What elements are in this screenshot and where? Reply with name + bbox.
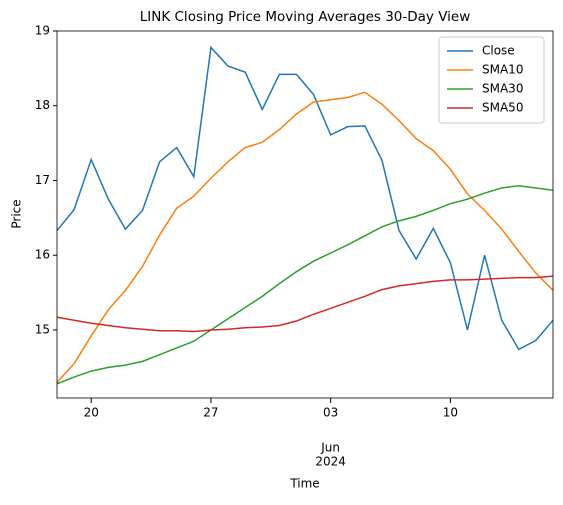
legend-label: SMA10 [482, 63, 523, 77]
plot-frame [56, 30, 554, 399]
y-tick-label: 19 [35, 24, 50, 38]
legend-label: SMA30 [482, 82, 523, 96]
y-tick-label: 17 [35, 173, 50, 187]
x-tick-label: 20 [84, 406, 99, 420]
x-tick-label: 10 [443, 406, 458, 420]
x-period-label: 2024 [315, 455, 346, 469]
y-tick-label: 16 [35, 248, 50, 262]
y-tick-label: 18 [35, 98, 50, 112]
legend-label: Close [482, 44, 515, 58]
x-axis-label: Time [289, 477, 319, 491]
line-series [57, 45, 553, 351]
x-period-label: Jun [320, 441, 340, 455]
plot-area [57, 45, 553, 385]
legend-label: SMA50 [482, 101, 523, 115]
line-series [57, 184, 553, 385]
y-tick-label: 15 [35, 322, 50, 336]
x-tick-label: 27 [203, 406, 218, 420]
legend-box [438, 36, 545, 124]
chart-title: LINK Closing Price Moving Averages 30-Da… [140, 9, 470, 25]
x-tick-label: 03 [323, 406, 338, 420]
line-series [57, 91, 553, 383]
line-series [57, 275, 553, 333]
y-axis-label: Price [10, 199, 24, 228]
